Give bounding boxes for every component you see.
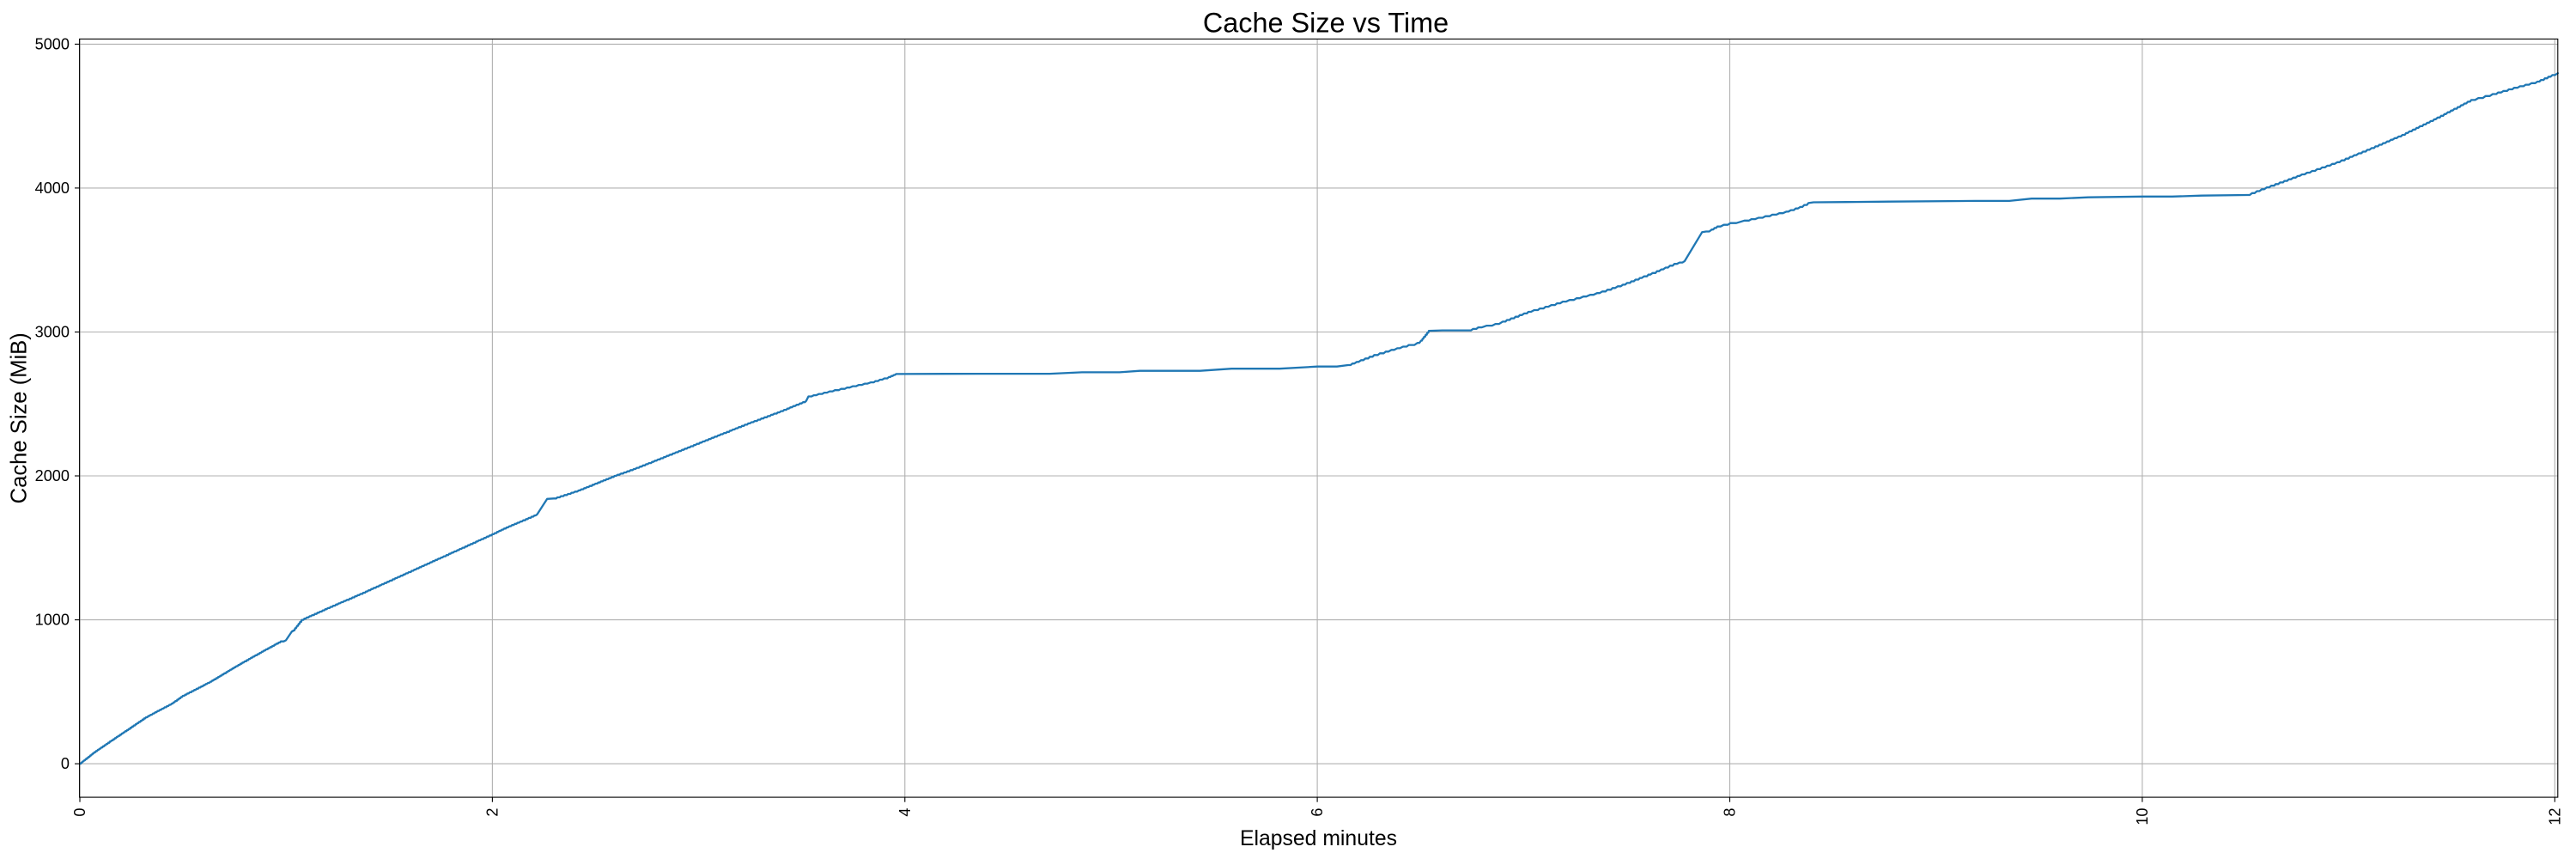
svg-text:6: 6 bbox=[1309, 808, 1326, 817]
svg-text:Cache Size (MiB): Cache Size (MiB) bbox=[7, 332, 31, 503]
svg-text:8: 8 bbox=[1722, 808, 1739, 817]
svg-text:3000: 3000 bbox=[35, 324, 70, 341]
svg-text:10: 10 bbox=[2134, 808, 2151, 825]
svg-text:5000: 5000 bbox=[35, 35, 70, 52]
svg-text:Elapsed minutes: Elapsed minutes bbox=[1240, 827, 1397, 850]
svg-text:12: 12 bbox=[2546, 808, 2563, 825]
svg-text:2: 2 bbox=[483, 808, 501, 817]
svg-text:0: 0 bbox=[61, 755, 70, 772]
svg-text:4: 4 bbox=[896, 808, 914, 817]
svg-text:2000: 2000 bbox=[35, 467, 70, 484]
svg-text:4000: 4000 bbox=[35, 180, 70, 197]
svg-text:0: 0 bbox=[71, 808, 88, 817]
svg-text:1000: 1000 bbox=[35, 612, 70, 629]
svg-text:Cache Size vs Time: Cache Size vs Time bbox=[1203, 8, 1449, 39]
